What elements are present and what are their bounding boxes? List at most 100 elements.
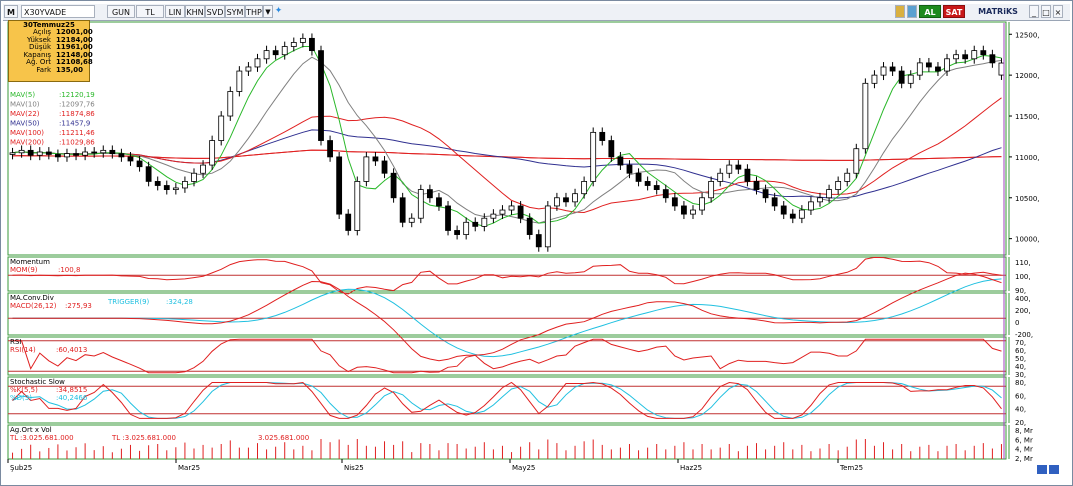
info-label: Açılış xyxy=(33,28,51,36)
symbol-field[interactable]: X30YVADE xyxy=(21,5,95,18)
candle xyxy=(136,160,143,168)
candle xyxy=(381,160,388,174)
mav-legend-value: :12097,76 xyxy=(59,101,95,109)
candle xyxy=(998,62,1005,76)
candle xyxy=(36,151,43,156)
candle xyxy=(18,149,25,154)
candle xyxy=(318,50,324,141)
close-icon[interactable]: × xyxy=(1053,5,1063,18)
candle xyxy=(281,46,288,56)
scroll-left-icon[interactable] xyxy=(1037,465,1047,474)
x-tick-label: Nis25 xyxy=(344,464,364,472)
candle xyxy=(535,234,542,248)
mom-legend-title: Momentum xyxy=(10,258,50,266)
candle xyxy=(699,197,705,211)
candle xyxy=(82,151,89,156)
mav-50-line xyxy=(12,129,1002,199)
mom-tick-label: 100, xyxy=(1015,273,1031,281)
macd-legend-value: :275,93 xyxy=(65,302,92,310)
candle xyxy=(826,189,832,199)
sell-button[interactable]: SAT xyxy=(943,5,965,18)
info-row: Yüksek 12184,00 xyxy=(9,36,93,45)
candle xyxy=(898,70,905,84)
macd-line xyxy=(12,272,1002,362)
candle xyxy=(590,131,597,182)
svd-button[interactable]: SVD xyxy=(205,5,225,18)
mom-legend-series: MOM(9) xyxy=(10,266,38,274)
mav-legend-name: MAV(10) xyxy=(10,101,40,109)
info-date: 30Temmuz25 xyxy=(23,21,75,29)
khn-button[interactable]: KHN xyxy=(185,5,205,18)
mav-legend-value: :11211,46 xyxy=(59,129,95,137)
candle xyxy=(671,197,678,207)
dropdown-arrow-icon[interactable]: ▼ xyxy=(263,5,273,18)
candle xyxy=(907,74,914,84)
menu-m-button[interactable]: M xyxy=(4,5,18,18)
rsi-tick-label: 60, xyxy=(1015,347,1026,355)
candle xyxy=(9,152,16,155)
info-label: Ağ. Ort xyxy=(26,58,51,67)
candle xyxy=(399,197,406,223)
candle xyxy=(753,181,760,190)
candle xyxy=(363,156,370,182)
candle xyxy=(554,197,560,207)
candle xyxy=(735,164,742,170)
stoch-legend-k-value: :34,8515 xyxy=(56,386,87,394)
scroll-right-icon[interactable] xyxy=(1049,465,1059,474)
candle xyxy=(408,217,415,223)
period-button[interactable]: GUN xyxy=(107,5,135,18)
x-tick-label: Tem25 xyxy=(839,464,863,472)
candle xyxy=(109,149,116,155)
candle xyxy=(290,42,297,47)
currency-button[interactable]: TL xyxy=(136,5,164,18)
vol-legend-title: Ag.Ort x Vol xyxy=(10,426,52,434)
thp-button[interactable]: THP xyxy=(245,5,263,18)
candle xyxy=(118,153,125,158)
twitter-icon[interactable]: ✦ xyxy=(274,6,283,16)
candle xyxy=(354,181,361,231)
sym-button[interactable]: SYM xyxy=(225,5,245,18)
mav-legend-name: MAV(200) xyxy=(10,139,44,147)
candle xyxy=(780,205,787,215)
candle xyxy=(789,213,796,219)
candle xyxy=(100,149,107,154)
settings-icon[interactable] xyxy=(907,5,917,18)
macd-tick-label: 200, xyxy=(1015,307,1031,315)
mav-legend-name: MAV(50) xyxy=(10,120,40,128)
stoch-legend-d: %D(3) xyxy=(10,394,32,402)
candle xyxy=(644,181,651,186)
rsi-tick-label: 30, xyxy=(1015,371,1026,379)
lin-button[interactable]: LIN xyxy=(165,5,185,18)
buy-button[interactable]: AL xyxy=(919,5,941,18)
color-icon[interactable] xyxy=(895,5,905,18)
vol-tick-label: 2, Mr xyxy=(1015,455,1033,463)
mav-10-line xyxy=(12,56,1002,224)
mav-5-line xyxy=(12,46,1002,227)
candle xyxy=(653,185,660,190)
candle xyxy=(662,189,669,199)
candle xyxy=(880,66,887,76)
price-tick-label: 11000, xyxy=(1015,154,1040,162)
mav-22-line xyxy=(12,97,1002,214)
price-tick-label: 12000, xyxy=(1015,72,1040,80)
candle xyxy=(55,154,61,158)
candle xyxy=(635,172,642,182)
mav-legend-name: MAV(22) xyxy=(10,110,40,118)
candle xyxy=(608,140,615,158)
maximize-icon[interactable]: □ xyxy=(1041,5,1051,18)
macd-tick-label: -200, xyxy=(1015,331,1033,339)
panel-rsi-border xyxy=(7,336,1007,376)
candle xyxy=(254,58,261,68)
info-value: 11961,00 xyxy=(56,43,93,52)
candle xyxy=(962,54,969,60)
candle xyxy=(726,164,733,174)
candle xyxy=(327,140,333,158)
info-row: Kapanış 12148,00 xyxy=(9,51,92,60)
minimize-icon[interactable]: _ xyxy=(1029,5,1039,18)
mav-legend-value: :11457,9 xyxy=(59,120,90,128)
candle xyxy=(508,205,515,211)
candle xyxy=(417,189,424,219)
candle xyxy=(227,91,234,117)
x-tick-label: Mar25 xyxy=(178,464,200,472)
